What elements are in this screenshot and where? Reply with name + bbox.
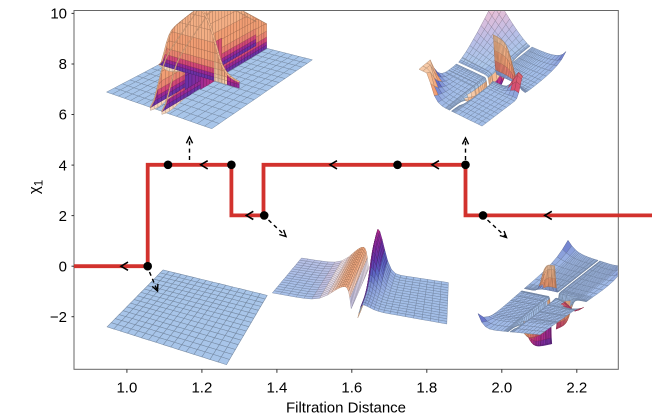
svg-text:2.0: 2.0: [491, 380, 512, 397]
svg-text:Filtration Distance: Filtration Distance: [286, 400, 406, 417]
svg-text:−2: −2: [50, 309, 67, 326]
svg-text:4: 4: [59, 157, 67, 174]
svg-text:1.6: 1.6: [341, 380, 362, 397]
svg-text:0: 0: [59, 258, 67, 275]
svg-text:2: 2: [59, 208, 67, 225]
svg-text:1.4: 1.4: [266, 380, 287, 397]
svg-text:1.2: 1.2: [191, 380, 212, 397]
svg-text:10: 10: [50, 6, 67, 23]
svg-text:8: 8: [59, 56, 67, 73]
svg-text:1.0: 1.0: [116, 380, 137, 397]
svg-text:1.8: 1.8: [416, 380, 437, 397]
svg-text:2.2: 2.2: [566, 380, 587, 397]
svg-text:6: 6: [59, 107, 67, 124]
